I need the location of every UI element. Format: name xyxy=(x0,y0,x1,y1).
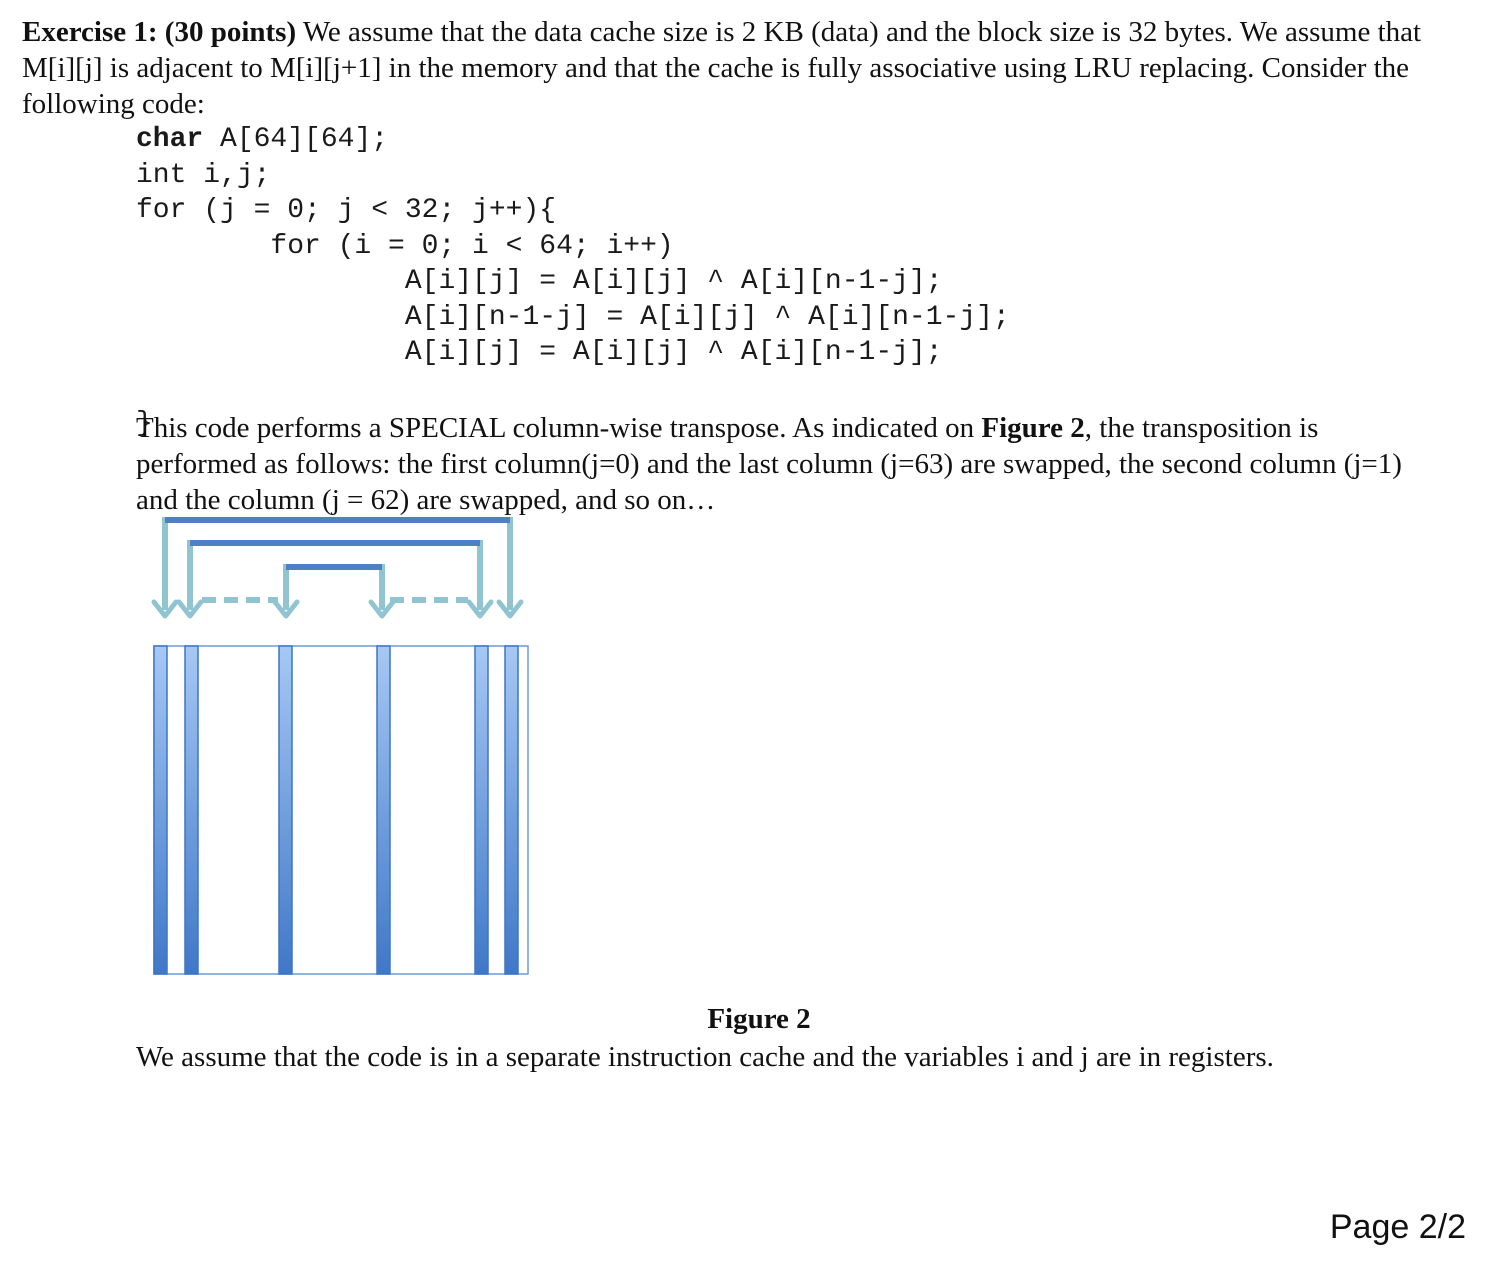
description-paragraph: This code performs a SPECIAL column-wise… xyxy=(136,410,1436,518)
description-figure-ref: Figure 2 xyxy=(981,412,1085,444)
arrowhead-j62 xyxy=(466,599,494,619)
arrowheads xyxy=(151,599,524,619)
assumption-note: We assume that the code is in a separate… xyxy=(136,1041,1274,1073)
column-swap-diagram xyxy=(151,517,529,975)
exercise-text: We assume that the data cache size is 2 … xyxy=(22,16,1422,120)
code-line-3: for (j = 0; j < 32; j++){ xyxy=(136,195,557,226)
code-line-7: A[i][j] = A[i][j] ^ A[i][n-1-j]; xyxy=(136,337,943,368)
code-line-6: A[i][n-1-j] = A[i][j] ^ A[i][n-1-j]; xyxy=(136,301,1010,333)
page-number: Page 2/2 xyxy=(1329,1208,1466,1246)
figure-2 xyxy=(140,510,540,995)
column-j62 xyxy=(474,645,489,975)
exercise-paragraph: Exercise 1: (30 points) We assume that t… xyxy=(22,14,1462,122)
arrowhead-j31 xyxy=(272,599,300,619)
matrix-outline xyxy=(153,645,529,975)
column-j63 xyxy=(504,645,519,975)
code-line-4: for (i = 0; i < 64; i++) xyxy=(136,230,674,262)
arrowhead-j0 xyxy=(151,599,179,619)
code-line-1: A[64][64]; xyxy=(203,124,389,155)
code-line-9: } xyxy=(136,408,153,439)
description-part2: , the transposition is performed as foll… xyxy=(136,412,1402,516)
swap-brackets xyxy=(162,517,513,610)
code-block: char A[64][64]; int i,j; for (j = 0; j <… xyxy=(136,122,1010,442)
code-line-5: A[i][j] = A[i][j] ^ A[i][n-1-j]; xyxy=(136,266,943,297)
arrowhead-j32 xyxy=(368,599,396,619)
arrowhead-j1 xyxy=(176,599,204,619)
code-keyword-char: char xyxy=(136,124,204,155)
description-part1: This code performs a SPECIAL column-wise… xyxy=(136,412,982,444)
exercise-heading: Exercise 1: (30 points) xyxy=(22,16,297,48)
matrix-columns xyxy=(153,645,519,975)
column-j0 xyxy=(153,645,168,975)
inner-arrow-sides xyxy=(283,564,385,610)
figure-caption: Figure 2 xyxy=(707,1003,811,1035)
column-j31 xyxy=(278,645,293,975)
column-j1 xyxy=(184,645,199,975)
arrowhead-j63 xyxy=(496,599,524,619)
column-j32 xyxy=(376,645,391,975)
code-line-2: int i,j; xyxy=(136,159,271,191)
